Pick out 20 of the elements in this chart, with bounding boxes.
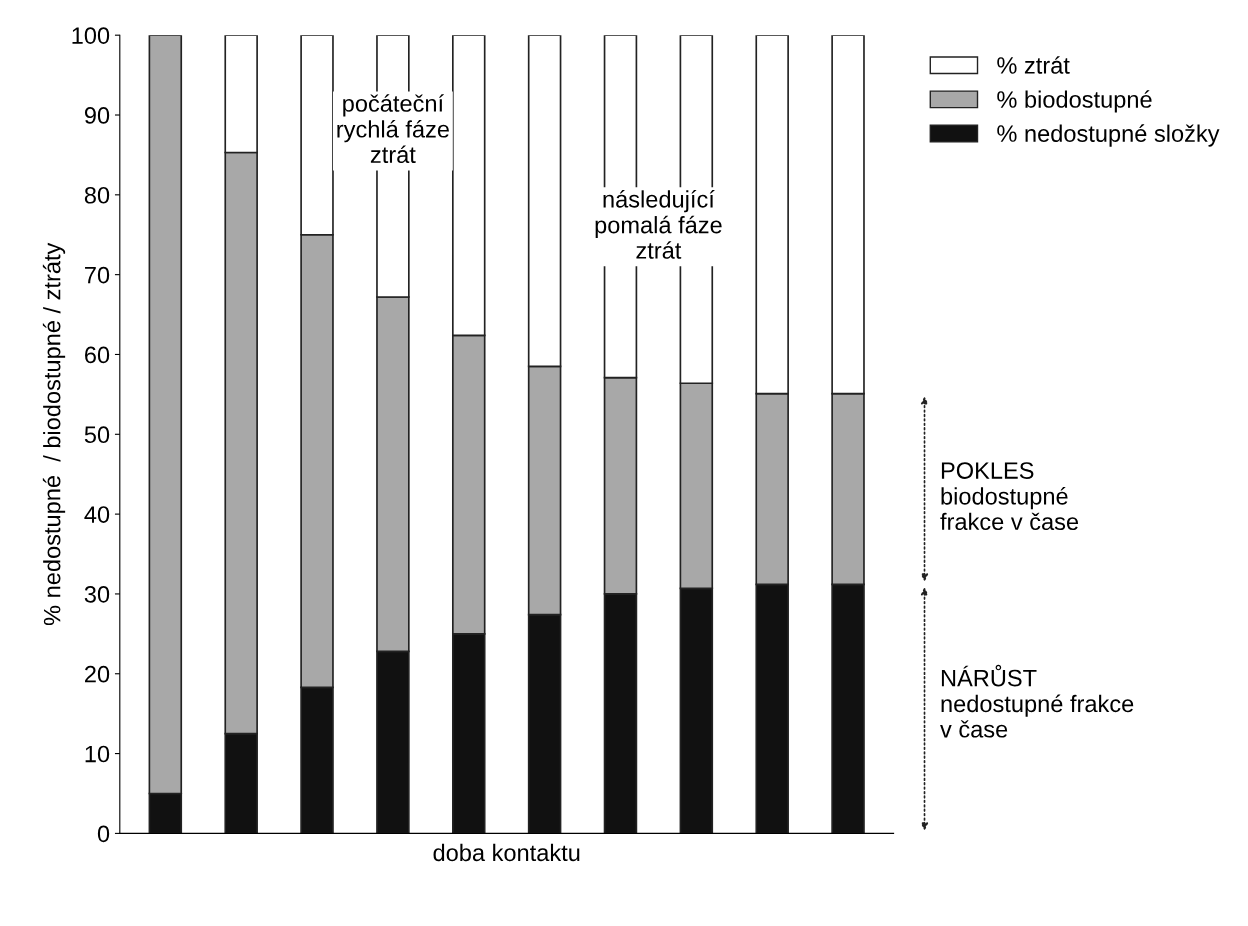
y-tick-label: 90	[84, 107, 110, 124]
text: NÁRŮST nedostupné frakce v čase	[940, 664, 1134, 738]
y-tick-label: 40	[84, 506, 110, 523]
x-axis-title: doba kontaktu	[433, 843, 580, 862]
y-tick-label: 20	[85, 665, 110, 683]
text: POKLES biodostupné frakce v čase	[940, 462, 1079, 531]
y-tick-label: 80	[84, 186, 110, 204]
y-tick-label: 0	[97, 825, 110, 843]
y-tick-label: 10	[85, 745, 110, 763]
legend-label: % biodostupné	[997, 90, 1152, 113]
y-tick-label: 100	[72, 27, 110, 44]
annotation: následující pomalá fáze ztrát	[595, 190, 722, 259]
legend-label: % ztrát	[997, 56, 1070, 74]
y-tick-label: 30	[84, 586, 110, 603]
y-tick-label: 70	[85, 266, 110, 284]
legend-label: % nedostupné složky	[997, 124, 1220, 147]
annotation: počáteční rychlá fáze ztrát	[337, 94, 449, 164]
y-tick-label: 60	[85, 346, 110, 364]
y-tick-label: 50	[84, 426, 110, 444]
y-axis-title: % nedostupné / biodostupné / ztráty	[42, 242, 66, 626]
